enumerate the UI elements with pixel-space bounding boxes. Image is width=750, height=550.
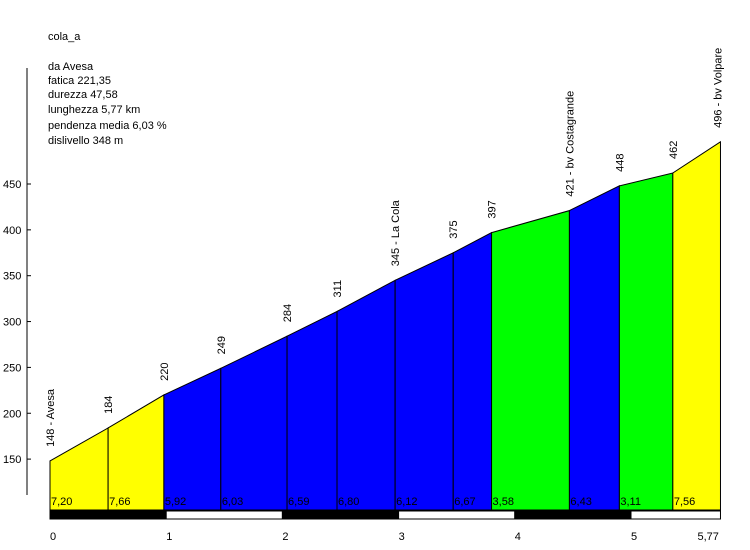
y-tick-label: 300 bbox=[3, 317, 21, 329]
profile-segment bbox=[336, 279, 396, 511]
point-label: 284 bbox=[282, 304, 294, 322]
profile-segment bbox=[568, 185, 620, 511]
x-tick-label: 0 bbox=[50, 531, 56, 543]
segment-gradient-label: 7,56 bbox=[674, 496, 695, 508]
profile-segment bbox=[672, 140, 721, 511]
segment-gradient-label: 6,03 bbox=[222, 496, 243, 508]
y-tick-label: 450 bbox=[3, 179, 21, 191]
point-label: 375 bbox=[448, 220, 460, 238]
segment-gradient-label: 6,12 bbox=[396, 496, 417, 508]
lunghezza-label: lunghezza 5,77 km bbox=[48, 104, 141, 116]
point-label: 397 bbox=[487, 200, 499, 218]
pendenza-label: pendenza media 6,03 % bbox=[48, 120, 167, 132]
x-tick-label: 1 bbox=[166, 531, 172, 543]
distance-bar-segment bbox=[165, 510, 283, 520]
profile-segment bbox=[394, 251, 454, 511]
point-label: 345 - La Cola bbox=[390, 199, 402, 266]
segment-gradient-label: 7,20 bbox=[51, 496, 72, 508]
profile-segment bbox=[163, 367, 222, 511]
fatica-label: fatica 221,35 bbox=[48, 75, 111, 87]
y-tick-label: 200 bbox=[3, 408, 21, 420]
x-tick-label: 4 bbox=[515, 531, 521, 543]
profile-segment bbox=[220, 335, 288, 511]
profile-segment bbox=[107, 394, 165, 511]
chart-title: cola_a bbox=[48, 31, 81, 43]
profile-segment bbox=[286, 310, 338, 511]
y-tick-label: 350 bbox=[3, 271, 21, 283]
point-label: 311 bbox=[332, 280, 344, 298]
segment-gradient-label: 5,92 bbox=[165, 496, 186, 508]
point-label: 448 bbox=[614, 153, 626, 171]
distance-bar-segment bbox=[281, 510, 400, 520]
point-label: 148 - Avesa bbox=[45, 388, 57, 447]
point-label: 220 bbox=[159, 363, 171, 381]
x-tick-label: 3 bbox=[399, 531, 405, 543]
segment-gradient-label: 3,11 bbox=[620, 496, 641, 508]
segment-gradient-label: 7,66 bbox=[109, 496, 130, 508]
y-tick-label: 400 bbox=[3, 225, 21, 237]
x-tick-label: 2 bbox=[282, 531, 288, 543]
durezza-label: durezza 47,58 bbox=[48, 89, 118, 101]
distance-bar-segment bbox=[398, 510, 516, 520]
profile-segment bbox=[618, 172, 674, 511]
distance-bar-segment bbox=[49, 510, 167, 520]
distance-bar-segment bbox=[630, 510, 721, 520]
profile-segment bbox=[491, 209, 570, 511]
dislivello-label: dislivello 348 m bbox=[48, 135, 124, 147]
profile-segment bbox=[452, 231, 493, 511]
segment-gradient-label: 6,59 bbox=[288, 496, 309, 508]
point-label: 421 - bv Costagrande bbox=[564, 91, 576, 197]
point-label: 249 bbox=[216, 336, 228, 354]
segment-gradient-label: 6,67 bbox=[454, 496, 475, 508]
y-tick-label: 150 bbox=[3, 454, 21, 466]
y-tick-label: 250 bbox=[3, 362, 21, 374]
x-tick-label: 5,77 bbox=[697, 531, 718, 543]
point-label: 496 - bv Volpare bbox=[712, 48, 724, 128]
distance-bar-segment bbox=[514, 510, 632, 520]
segment-gradient-label: 3,58 bbox=[493, 496, 514, 508]
point-label: 184 bbox=[103, 396, 115, 414]
point-label: 462 bbox=[668, 141, 680, 159]
segment-gradient-label: 6,43 bbox=[570, 496, 591, 508]
start-label: da Avesa bbox=[48, 61, 94, 73]
x-tick-label: 5 bbox=[631, 531, 637, 543]
segment-gradient-label: 6,80 bbox=[338, 496, 359, 508]
